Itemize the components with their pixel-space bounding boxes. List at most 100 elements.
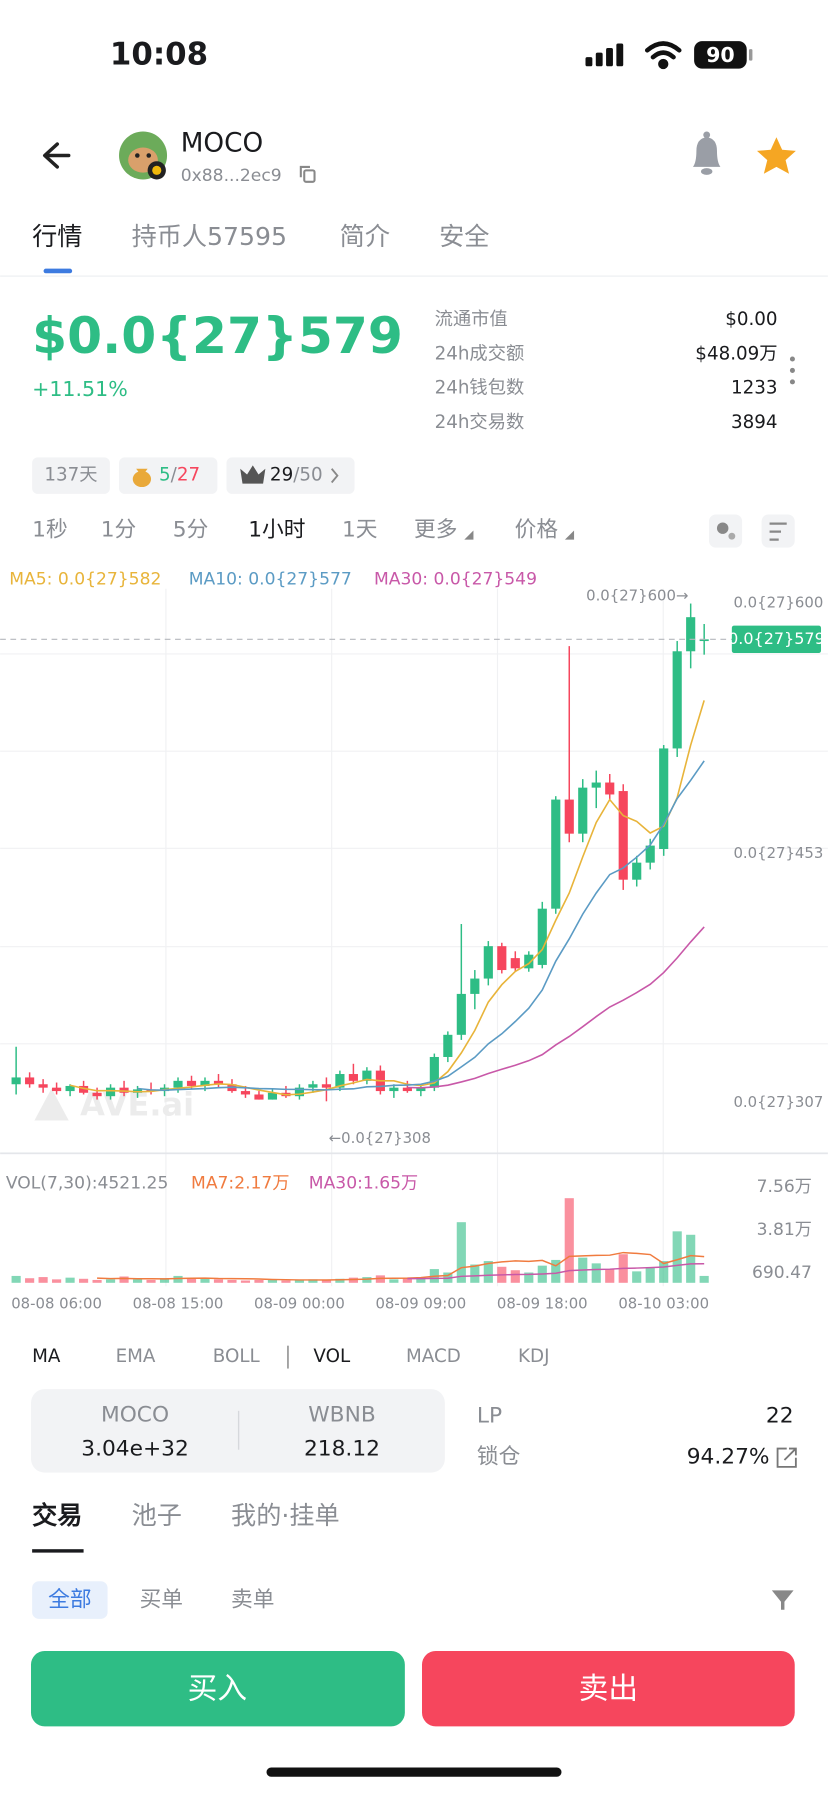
favorite-star[interactable] bbox=[756, 137, 796, 174]
buy-button[interactable] bbox=[30, 1650, 405, 1727]
candle-body bbox=[618, 791, 628, 880]
candle-body bbox=[65, 1085, 75, 1092]
battery-icon bbox=[694, 41, 747, 69]
filter[interactable]: 全部 bbox=[48, 1588, 91, 1613]
tool-icon bbox=[716, 522, 729, 534]
indicator-tab[interactable]: EMA bbox=[116, 1346, 156, 1367]
volume-bar bbox=[335, 1278, 345, 1283]
candle-body bbox=[699, 639, 709, 642]
candle-body bbox=[52, 1087, 62, 1092]
tab[interactable]: 简介 bbox=[340, 222, 390, 251]
tab[interactable]: 行情 bbox=[32, 222, 82, 251]
ma-line bbox=[69, 700, 705, 1096]
external-link-icon[interactable] bbox=[776, 1447, 797, 1468]
volume-bar bbox=[456, 1222, 466, 1283]
stat-label: 24h成交额 bbox=[435, 343, 525, 364]
candle-body bbox=[38, 1084, 48, 1088]
interval[interactable]: 1秒 bbox=[32, 517, 68, 542]
copy-icon[interactable] bbox=[299, 165, 316, 183]
interval[interactable]: 5分 bbox=[173, 517, 209, 542]
ma-legend: MA5: 0.0{27}582 bbox=[9, 570, 161, 590]
filter[interactable]: 买单 bbox=[140, 1588, 183, 1613]
vol-tick-label: 690.47 bbox=[752, 1263, 812, 1283]
candle-body bbox=[213, 1080, 224, 1085]
candle-body bbox=[294, 1087, 305, 1097]
low-label: ←0.0{27}308 bbox=[329, 1129, 431, 1147]
separator bbox=[237, 1410, 240, 1450]
stat-value: $48.09万 bbox=[695, 343, 777, 364]
volume-bar bbox=[200, 1278, 210, 1283]
tab-indicator bbox=[32, 1549, 84, 1553]
volume-bar bbox=[11, 1275, 21, 1283]
filter-selected bbox=[32, 1581, 108, 1619]
volume-bar bbox=[25, 1278, 35, 1283]
indicator-tab[interactable]: VOL bbox=[313, 1346, 351, 1367]
candle-body bbox=[564, 799, 574, 834]
filter-icon[interactable] bbox=[771, 1590, 794, 1610]
vol-ma-line bbox=[97, 1251, 705, 1281]
candle-body bbox=[605, 782, 615, 795]
vol-ma-line bbox=[407, 1263, 705, 1280]
volume-bar bbox=[132, 1279, 143, 1283]
indicator-tab[interactable]: MA bbox=[32, 1346, 61, 1367]
bell-icon[interactable] bbox=[692, 131, 721, 175]
volume-bar bbox=[159, 1278, 170, 1283]
pool-token: MOCO bbox=[101, 1402, 169, 1427]
candle-body bbox=[11, 1077, 21, 1085]
ma-line bbox=[407, 926, 705, 1089]
candle-body bbox=[524, 954, 534, 969]
stat-label: 流通市值 bbox=[435, 309, 508, 330]
indicator-tab[interactable]: MACD bbox=[406, 1346, 461, 1367]
price: $0.0{27}579 bbox=[32, 306, 403, 365]
volume-bar bbox=[281, 1280, 291, 1283]
candle-body bbox=[402, 1087, 412, 1092]
candle-body bbox=[443, 1034, 453, 1057]
candle-body bbox=[240, 1091, 251, 1095]
indicator-tab[interactable]: KDJ bbox=[518, 1346, 549, 1367]
volume-bar bbox=[321, 1280, 331, 1283]
x-tick-label: 08-09 09:00 bbox=[375, 1295, 466, 1313]
interval[interactable]: 价格 bbox=[515, 517, 559, 542]
interval[interactable]: 更多 bbox=[414, 517, 457, 542]
money-bag-icon bbox=[132, 468, 152, 488]
watermark-logo bbox=[34, 1088, 69, 1121]
volume-bar bbox=[213, 1279, 224, 1283]
trade-tab[interactable]: 池子 bbox=[132, 1501, 182, 1530]
stat-value: 3894 bbox=[731, 412, 778, 433]
y-tick-label: 0.0{27}307 bbox=[733, 1093, 823, 1111]
interval[interactable]: 1分 bbox=[101, 517, 137, 542]
chart-grid bbox=[0, 588, 828, 1287]
vol-ma-legend: MA30:1.65万 bbox=[309, 1173, 418, 1193]
interval[interactable]: 1小时 bbox=[248, 517, 305, 542]
tab[interactable]: 安全 bbox=[439, 222, 489, 251]
volume-bar bbox=[227, 1279, 237, 1283]
x-tick-label: 08-08 15:00 bbox=[133, 1295, 224, 1313]
battery-tip bbox=[748, 49, 753, 61]
stat-label: 24h交易数 bbox=[435, 412, 525, 433]
volume-bar bbox=[348, 1277, 358, 1283]
dropdown-mark bbox=[464, 530, 474, 540]
high-label: 0.0{27}600→ bbox=[586, 587, 688, 605]
trade-tab[interactable]: 我的·挂单 bbox=[231, 1501, 340, 1530]
trade-tab[interactable]: 交易 bbox=[32, 1501, 82, 1530]
tab[interactable]: 持币人57595 bbox=[132, 222, 287, 251]
vol-tick-label: 3.81万 bbox=[757, 1220, 812, 1240]
y-tick-label: 0.0{27}453 bbox=[733, 844, 823, 862]
candle-body bbox=[672, 651, 682, 749]
indicator-tab[interactable]: BOLL bbox=[213, 1346, 261, 1367]
settings-icon bbox=[769, 522, 787, 541]
badge bbox=[32, 457, 110, 494]
buy-label: 买入 bbox=[188, 1671, 247, 1706]
filter[interactable]: 卖单 bbox=[231, 1588, 274, 1613]
back-button[interactable] bbox=[42, 142, 71, 169]
candle-body bbox=[470, 978, 480, 994]
more-button[interactable] bbox=[789, 356, 795, 385]
volume-bar bbox=[645, 1267, 655, 1283]
candle-body bbox=[578, 787, 588, 834]
candle-body bbox=[92, 1092, 102, 1097]
interval[interactable]: 1天 bbox=[342, 517, 378, 542]
badge[interactable] bbox=[226, 457, 355, 494]
candle-body bbox=[79, 1085, 89, 1093]
sell-button[interactable] bbox=[422, 1650, 795, 1727]
volume-bar bbox=[186, 1278, 197, 1283]
